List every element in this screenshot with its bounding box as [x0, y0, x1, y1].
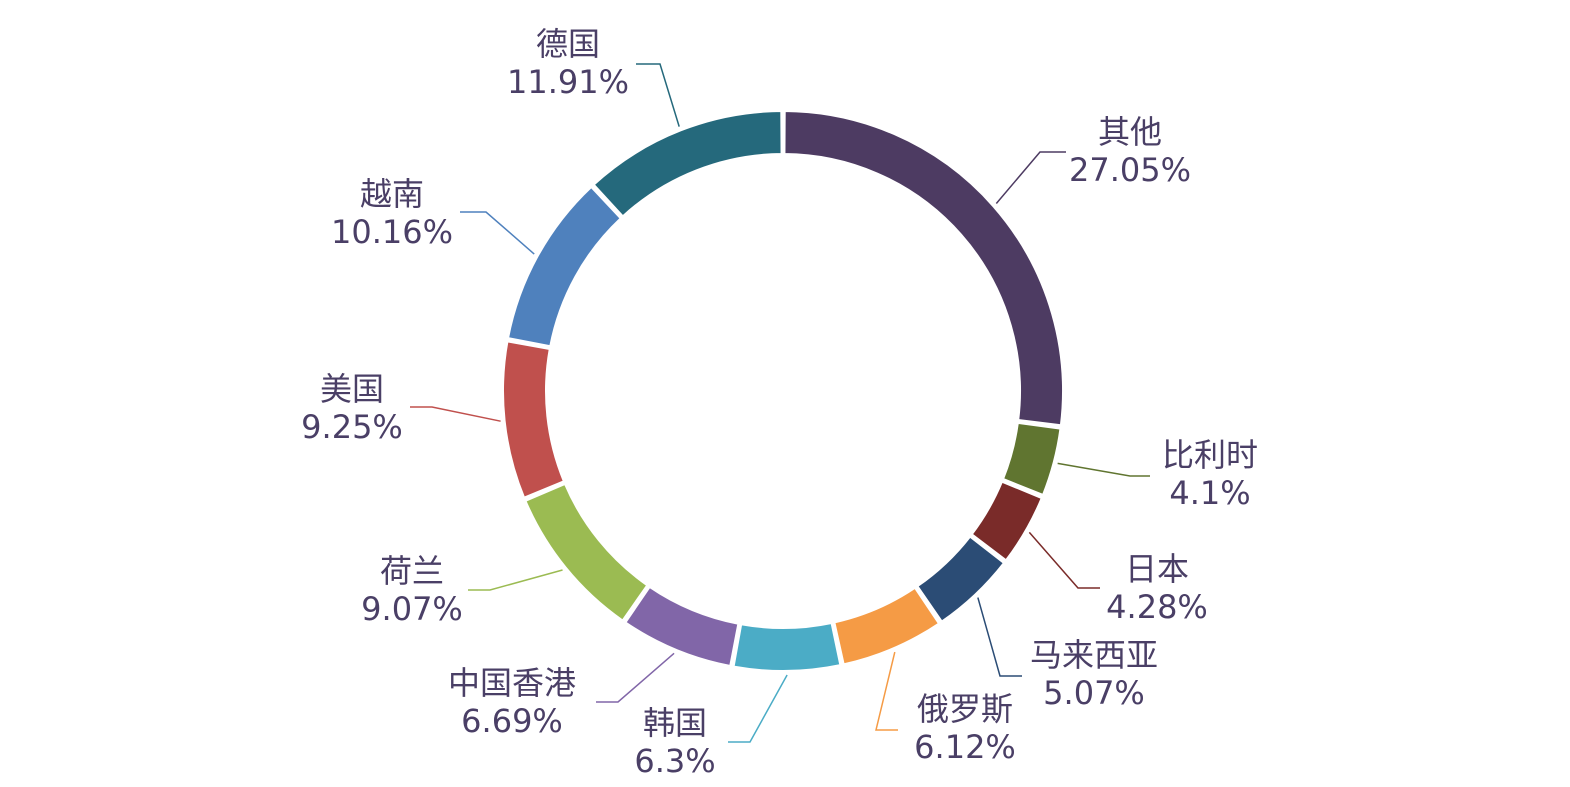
slice-label-1: 比利时	[1162, 436, 1258, 474]
donut-slice-8	[502, 340, 566, 500]
leader-line-6	[596, 652, 675, 703]
leader-line-3	[977, 597, 1022, 677]
donut-slice-3	[916, 535, 1006, 624]
slice-label-2: 日本	[1125, 550, 1189, 588]
slice-value-label-7: 9.07%	[361, 590, 463, 628]
leader-line-4	[875, 651, 898, 731]
slice-label-7: 荷兰	[380, 552, 444, 590]
leader-line-1	[1057, 462, 1150, 477]
leader-line-5	[728, 674, 788, 743]
slice-label-3: 马来西亚	[1030, 636, 1158, 674]
donut-slice-7	[524, 482, 649, 622]
slice-value-label-0: 27.05%	[1069, 151, 1191, 189]
donut-slice-4	[833, 586, 941, 666]
slice-value-label-8: 9.25%	[301, 408, 403, 446]
donut-slice-9	[506, 185, 623, 348]
leader-line-8	[410, 406, 501, 422]
slices-layer	[502, 109, 1064, 672]
leader-line-9	[460, 211, 535, 255]
slice-value-label-1: 4.1%	[1169, 474, 1250, 512]
donut-slice-0	[783, 109, 1064, 427]
slice-label-6: 中国香港	[448, 664, 576, 702]
leader-line-0	[995, 151, 1066, 205]
leader-lines-layer	[410, 63, 1150, 743]
slice-label-8: 美国	[320, 370, 384, 408]
slice-label-10: 德国	[536, 25, 600, 63]
slice-value-label-2: 4.28%	[1106, 588, 1208, 626]
slice-label-9: 越南	[360, 175, 424, 213]
slice-value-label-4: 6.12%	[914, 728, 1016, 766]
donut-slice-2	[970, 480, 1044, 562]
leader-line-7	[468, 569, 563, 591]
slice-label-4: 俄罗斯	[917, 690, 1013, 728]
slice-value-label-9: 10.16%	[331, 213, 453, 251]
leader-line-2	[1028, 531, 1100, 589]
donut-slice-6	[624, 585, 740, 668]
slice-value-label-5: 6.3%	[634, 742, 715, 780]
slice-value-label-3: 5.07%	[1043, 674, 1145, 712]
leader-line-10	[636, 63, 680, 127]
donut-slice-1	[1001, 421, 1062, 497]
donut-slice-10	[592, 109, 783, 218]
slice-value-label-10: 11.91%	[507, 63, 629, 101]
slice-label-0: 其他	[1098, 113, 1162, 151]
slice-value-label-6: 6.69%	[461, 702, 563, 740]
slice-label-5: 韩国	[643, 704, 707, 742]
donut-slice-5	[732, 621, 842, 672]
